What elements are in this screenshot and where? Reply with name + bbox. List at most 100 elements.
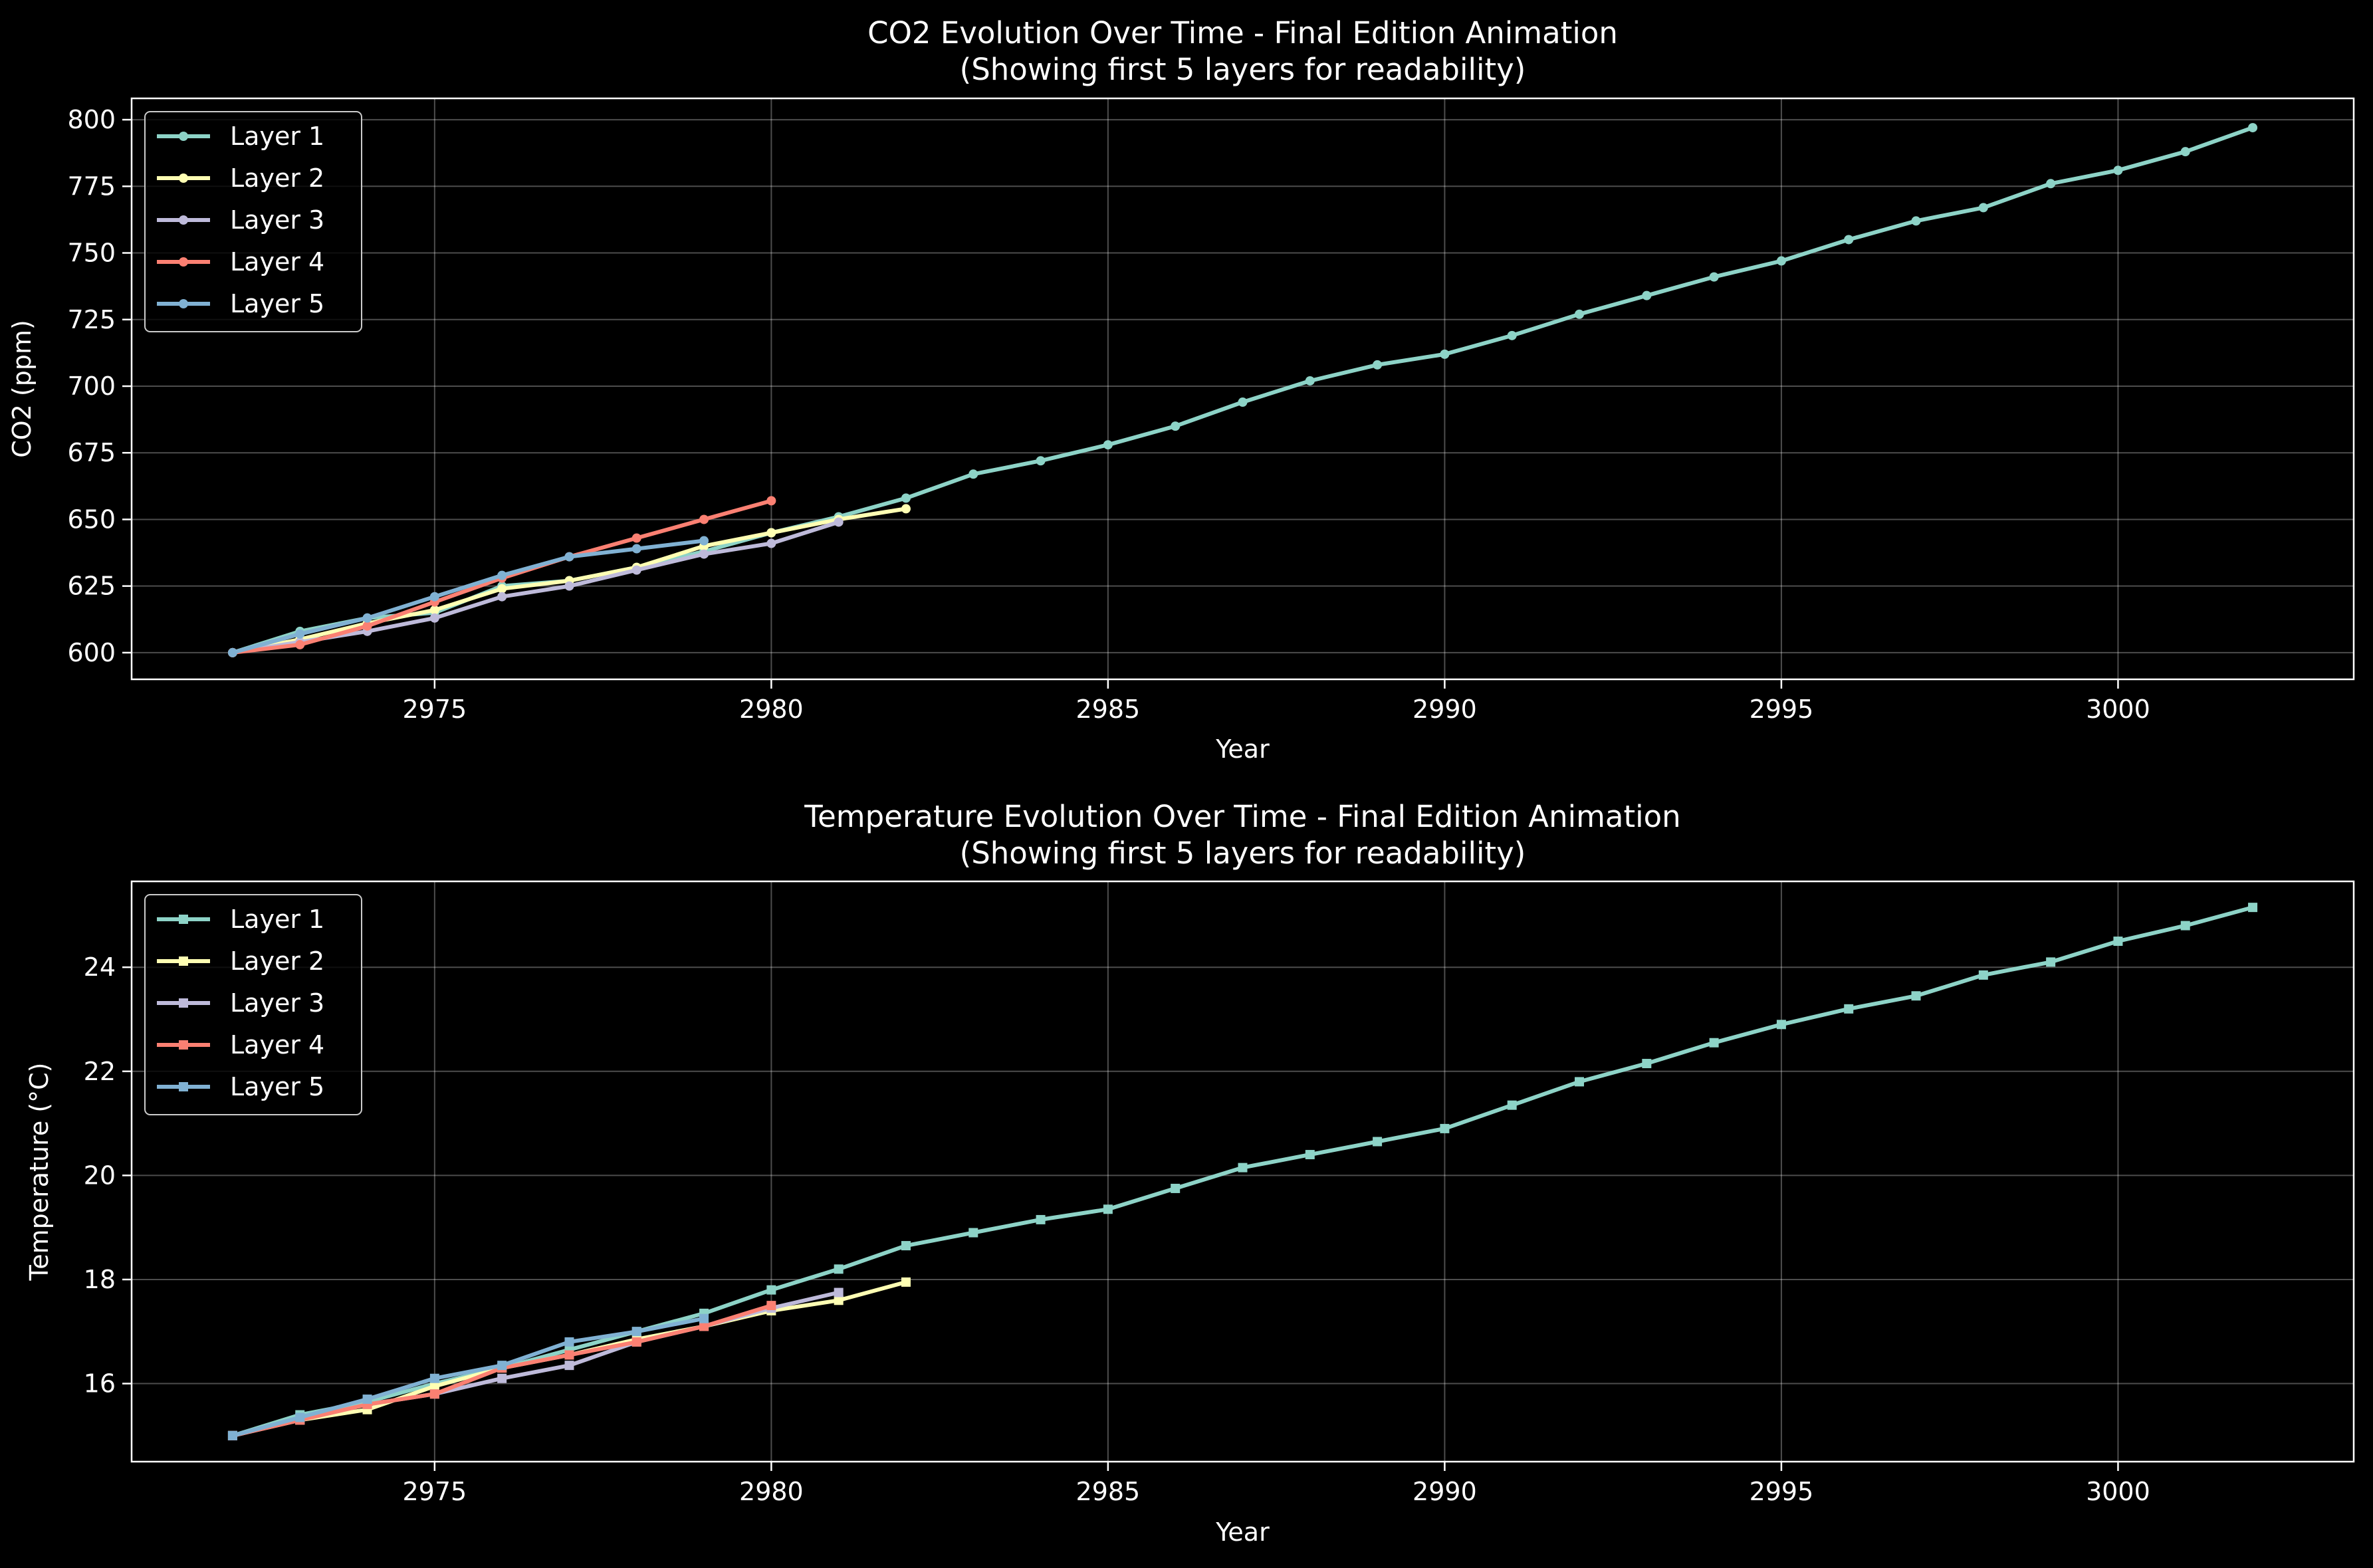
- data-point: [766, 1285, 776, 1295]
- data-point: [1575, 1077, 1585, 1087]
- data-point: [295, 1412, 305, 1422]
- data-point: [497, 570, 507, 580]
- chart-panel-2: Temperature Evolution Over Time - Final …: [25, 799, 2355, 1547]
- data-point: [2046, 179, 2056, 189]
- ticks: 2975 2980 2985 2990 2995 3000 600 625 650 675 700 7…: [67, 105, 2150, 724]
- data-point: [1709, 272, 1719, 282]
- data-point: [834, 517, 844, 527]
- legend-label: Layer 1: [230, 905, 324, 934]
- ticks: 2975 2980 2985 2990 2995 3000 16 18 20 22 24: [84, 952, 2150, 1506]
- legend-label: Layer 3: [230, 988, 324, 1018]
- data-point: [1978, 970, 1988, 980]
- data-point: [2113, 937, 2123, 947]
- data-point: [497, 584, 507, 594]
- data-point: [362, 621, 372, 631]
- data-point: [901, 1277, 911, 1287]
- plot-frame: [130, 880, 2355, 1463]
- data-point: [901, 1241, 911, 1251]
- y-tick-label: 24: [84, 952, 116, 982]
- chart-panel-1: CO2 Evolution Over Time - Final Edition …: [7, 15, 2355, 764]
- x-tick-label: 2985: [1076, 1477, 1141, 1506]
- y-axis-label: CO2 (ppm): [7, 320, 37, 458]
- data-point: [1440, 1123, 1450, 1133]
- x-tick-label: 2975: [403, 1477, 467, 1506]
- legend-label: Layer 2: [230, 947, 324, 976]
- data-point: [1305, 1150, 1315, 1160]
- data-point: [834, 1288, 844, 1297]
- data-point: [564, 552, 574, 562]
- data-point: [834, 1295, 844, 1305]
- grid: [132, 98, 2354, 679]
- legend-item: Layer 4: [157, 1030, 324, 1060]
- data-point: [564, 1350, 574, 1360]
- data-point: [1844, 235, 1854, 245]
- data-point: [2113, 166, 2123, 175]
- legend-label: Layer 1: [230, 122, 324, 151]
- data-point: [2180, 921, 2190, 931]
- data-point: [699, 536, 709, 546]
- data-point: [1238, 1163, 1248, 1173]
- y-tick-label: 750: [67, 239, 116, 268]
- data-point: [968, 469, 978, 479]
- data-point: [497, 592, 507, 602]
- data-point: [1036, 456, 1046, 466]
- x-tick-label: 2980: [739, 695, 804, 724]
- data-point: [497, 1373, 507, 1383]
- x-tick-label: 2985: [1076, 695, 1141, 724]
- x-axis-label: Year: [1215, 1517, 1270, 1547]
- chart-title: Temperature Evolution Over Time - Final …: [804, 799, 1680, 834]
- legend-marker: [179, 173, 188, 183]
- data-point: [1776, 1020, 1786, 1030]
- legend-marker: [179, 257, 188, 267]
- data-point: [631, 565, 641, 575]
- data-point: [766, 538, 776, 548]
- y-tick-label: 675: [67, 438, 116, 467]
- legend-marker: [179, 299, 188, 308]
- legend-marker: [179, 132, 188, 141]
- y-tick-label: 650: [67, 504, 116, 534]
- y-tick-label: 22: [84, 1057, 116, 1086]
- y-axis-label: Temperature (°C): [25, 1063, 54, 1282]
- legend-item: Layer 4: [157, 247, 324, 277]
- data-point: [227, 647, 237, 657]
- x-tick-label: 2980: [739, 1477, 804, 1506]
- legend-box: [144, 894, 362, 1115]
- plot-frame: [130, 97, 2355, 681]
- data-point: [564, 581, 574, 591]
- legend-marker: [179, 998, 188, 1008]
- data-point: [564, 1361, 574, 1371]
- data-point: [1776, 256, 1786, 266]
- legend-label: Layer 5: [230, 1072, 324, 1101]
- data-point: [1507, 1100, 1517, 1110]
- data-point: [1305, 376, 1315, 386]
- data-point: [1373, 360, 1383, 370]
- x-tick-label: 2995: [1750, 1477, 1814, 1506]
- legend-label: Layer 4: [230, 1030, 324, 1060]
- data-point: [429, 613, 439, 623]
- y-tick-label: 20: [84, 1161, 116, 1190]
- data-point: [2180, 147, 2190, 157]
- data-point: [631, 1327, 641, 1337]
- data-point: [1507, 330, 1517, 340]
- legend-item: Layer 3: [157, 988, 324, 1018]
- y-tick-label: 16: [84, 1369, 116, 1399]
- data-point: [2248, 123, 2258, 133]
- data-point: [429, 592, 439, 602]
- y-tick-label: 800: [67, 105, 116, 134]
- data-point: [1642, 1059, 1652, 1069]
- series-group: [227, 903, 2258, 1440]
- data-point: [901, 504, 911, 514]
- x-tick-label: 2975: [403, 695, 467, 724]
- chart-subtitle: (Showing first 5 layers for readability): [960, 52, 1526, 87]
- series-line: [231, 1316, 707, 1438]
- legend-marker: [179, 215, 188, 225]
- legend-item: Layer 2: [157, 947, 324, 976]
- data-point: [834, 1264, 844, 1274]
- legend-box: [144, 111, 362, 332]
- legend: Layer 1 Layer 2 Layer 3 Layer 4 Layer 5: [144, 894, 362, 1115]
- data-point: [1911, 216, 1921, 226]
- chart-subtitle: (Showing first 5 layers for readability): [960, 836, 1526, 871]
- data-point: [295, 629, 305, 639]
- legend-marker: [179, 1082, 188, 1091]
- data-point: [1440, 349, 1450, 359]
